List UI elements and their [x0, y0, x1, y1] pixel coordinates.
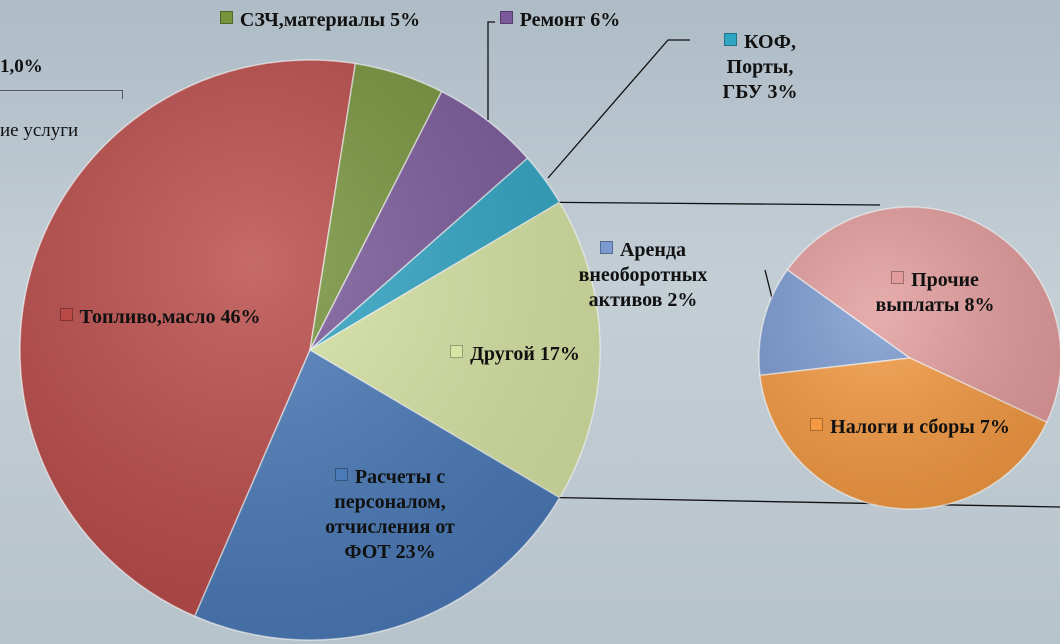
- category-label: Ремонт: [520, 9, 586, 31]
- legend-key: [600, 241, 613, 254]
- legend-key: [450, 345, 463, 358]
- value-label: 23%: [396, 541, 436, 563]
- legend-key: [810, 418, 823, 431]
- connector-line: [560, 202, 880, 205]
- value-label: 6%: [590, 9, 620, 31]
- value-label: 7%: [980, 416, 1010, 438]
- legend-key: [220, 11, 233, 24]
- legend-key: [60, 308, 73, 321]
- legend-key: [724, 33, 737, 46]
- value-label: 8%: [965, 294, 995, 316]
- leader-line: [488, 22, 495, 120]
- value-label: 46%: [220, 306, 260, 328]
- category-label: Другой: [470, 343, 535, 365]
- category-label: Топливо,масло: [80, 306, 216, 328]
- value-label: 17%: [540, 343, 580, 365]
- legend-key: [335, 468, 348, 481]
- category-label: Налоги и сборы: [830, 416, 975, 438]
- category-label: СЗЧ,материалы: [240, 9, 385, 31]
- legend-key: [500, 11, 513, 24]
- connector-line: [560, 498, 1060, 507]
- value-label: 5%: [390, 9, 420, 31]
- value-label: 2%: [667, 289, 697, 311]
- legend-key: [891, 271, 904, 284]
- page: 1,0% ие услуги (() => { const data = JSO…: [0, 0, 1060, 644]
- leader-line: [548, 40, 690, 178]
- value-label: 3%: [767, 81, 797, 103]
